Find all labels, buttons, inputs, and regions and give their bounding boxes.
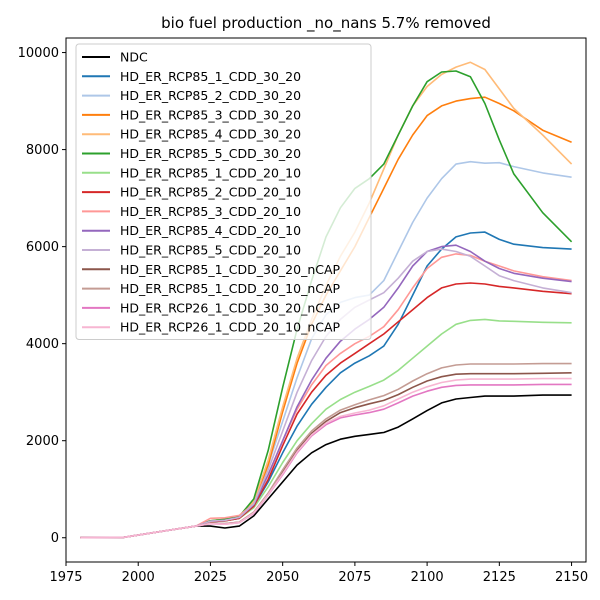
y-tick-label-1: 2000 (26, 434, 59, 449)
legend-label-5: HD_ER_RCP85_5_CDD_30_20 (120, 146, 301, 161)
x-tick-label-6: 2125 (483, 570, 516, 585)
x-tick-label-5: 2100 (411, 570, 444, 585)
series-line-0 (80, 394, 572, 539)
y-tick-label-2: 4000 (26, 337, 59, 352)
legend-label-0: NDC (120, 50, 148, 65)
axes-layer: 1975 2000 2025 2050 2075 2100 2125 2150 0 2000 400… (18, 46, 588, 585)
series-line-13 (80, 383, 572, 539)
legend-label-13: HD_ER_RCP26_1_CDD_30_20_nCAP (120, 300, 341, 315)
legend-label-12: HD_ER_RCP85_1_CDD_20_10_nCAP (120, 281, 341, 296)
x-tick-label-2: 2025 (194, 570, 227, 585)
series-line-8 (80, 253, 572, 539)
x-tick-label-1: 2000 (122, 570, 155, 585)
legend-box (75, 43, 372, 340)
legend-label-1: HD_ER_RCP85_1_CDD_30_20 (120, 69, 301, 84)
y-tick-label-0: 0 (51, 531, 59, 546)
series-line-14 (80, 377, 572, 539)
x-tick-label-0: 1975 (49, 570, 82, 585)
legend-label-14: HD_ER_RCP26_1_CDD_20_10_nCAP (120, 320, 341, 335)
legend-label-11: HD_ER_RCP85_1_CDD_30_20_nCAP (120, 262, 341, 277)
y-tick-label-5: 10000 (18, 46, 59, 61)
legend-label-10: HD_ER_RCP85_5_CDD_20_10 (120, 243, 301, 258)
x-tick-label-7: 2150 (555, 570, 588, 585)
series-line-6 (80, 318, 572, 539)
series-line-11 (80, 372, 572, 539)
legend-label-8: HD_ER_RCP85_3_CDD_20_10 (120, 204, 301, 219)
legend-label-7: HD_ER_RCP85_2_CDD_20_10 (120, 185, 301, 200)
x-tick-label-3: 2050 (266, 570, 299, 585)
legend-label-3: HD_ER_RCP85_3_CDD_30_20 (120, 107, 301, 122)
y-tick-label-4: 8000 (26, 143, 59, 158)
chart-title: bio fuel production _no_nans 5.7% remove… (161, 14, 491, 33)
y-tick-label-3: 6000 (26, 240, 59, 255)
legend-label-2: HD_ER_RCP85_2_CDD_30_20 (120, 88, 301, 103)
series-layer (80, 61, 573, 539)
legend-label-4: HD_ER_RCP85_4_CDD_30_20 (120, 127, 301, 142)
legend: NDC HD_ER_RCP85_1_CDD_30_20 HD_ER_RCP85_2_… (75, 43, 372, 340)
x-tick-label-4: 2075 (338, 570, 371, 585)
legend-label-9: HD_ER_RCP85_4_CDD_20_10 (120, 223, 301, 238)
legend-label-6: HD_ER_RCP85_1_CDD_20_10 (120, 165, 301, 180)
series-line-12 (80, 362, 572, 539)
plot-area (65, 37, 587, 563)
